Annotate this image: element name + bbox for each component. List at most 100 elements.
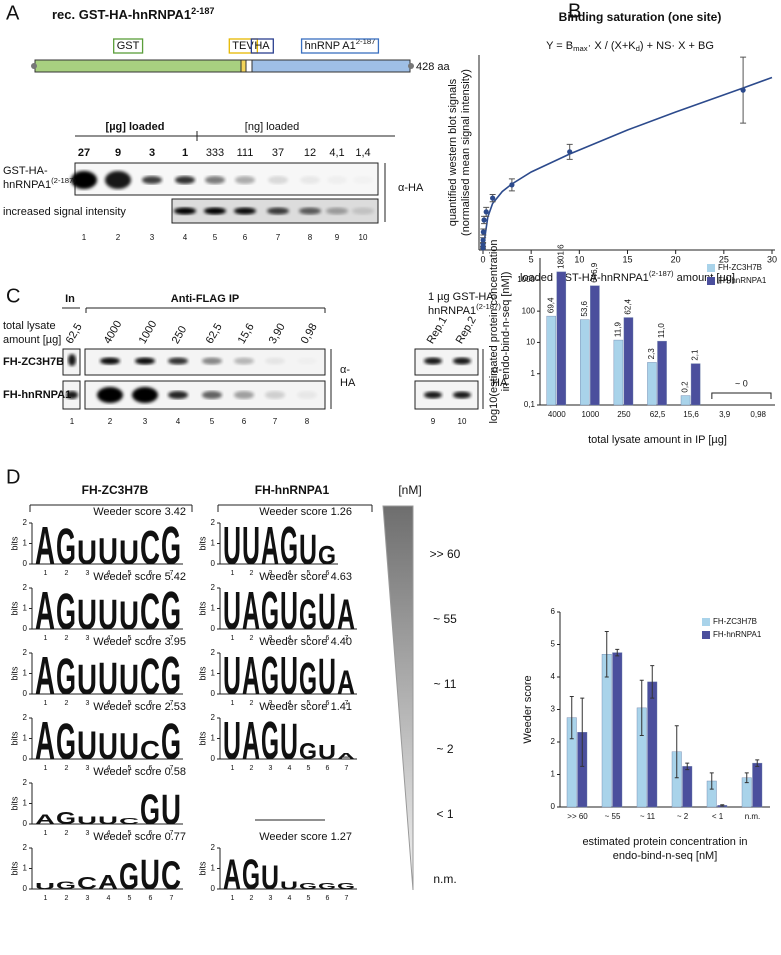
position-label: 3 xyxy=(86,635,90,642)
blot-band xyxy=(174,207,196,215)
logo-letter: G xyxy=(337,882,355,891)
bar xyxy=(612,652,623,808)
amount-label: 15,6 xyxy=(236,321,257,346)
bar xyxy=(682,766,693,808)
blot-band xyxy=(175,176,195,184)
blot-band xyxy=(135,357,155,365)
position-label: 6 xyxy=(149,570,153,577)
error-bar xyxy=(685,762,690,771)
tick-label: 0 xyxy=(211,884,216,893)
x-tick-label: 20 xyxy=(671,254,681,264)
blot-band xyxy=(453,357,471,365)
tick-label: 0 xyxy=(23,754,28,763)
tick-label: 2 xyxy=(211,713,216,722)
axis-label: bits xyxy=(9,796,19,811)
position-label: 5 xyxy=(307,700,311,707)
concentration-gradient xyxy=(382,505,414,891)
position-label: 5 xyxy=(128,700,132,707)
antibody-label: HA xyxy=(492,377,508,389)
legend-swatch xyxy=(702,631,710,639)
blot-band xyxy=(234,207,256,215)
tick-label: 2 xyxy=(211,843,216,852)
position-label: 1 xyxy=(44,570,48,577)
position-label: 6 xyxy=(326,635,330,642)
logo-letter: U xyxy=(223,515,241,576)
tick-label: 0 xyxy=(23,559,28,568)
blot-band xyxy=(68,354,76,366)
column-header: FH-hnRNPA1 xyxy=(255,483,330,497)
logo-letter: U xyxy=(261,858,279,896)
weeder-score: Weeder score 1.27 xyxy=(259,831,352,843)
blot-band xyxy=(297,358,317,365)
logo-letter: U xyxy=(223,645,241,706)
lane-number: 6 xyxy=(242,417,247,426)
amount-label: 250 xyxy=(170,324,190,346)
label-part: GST xyxy=(117,40,140,52)
column-header: FH-ZC3H7B xyxy=(82,483,149,497)
value-label: 2,1 xyxy=(691,349,700,361)
logo-letter: A xyxy=(261,515,279,576)
position-label: 5 xyxy=(307,635,311,642)
weeder-score: Weeder score 1.26 xyxy=(259,506,352,518)
lane-number: 10 xyxy=(458,417,467,426)
lane-number: 2 xyxy=(108,417,113,426)
y-tick-label: 100 xyxy=(522,306,536,315)
position-label: 5 xyxy=(128,895,132,902)
lane-number: 8 xyxy=(308,233,313,242)
lane-number: 6 xyxy=(243,233,248,242)
legend-swatch xyxy=(707,264,715,272)
position-label: 2 xyxy=(65,895,69,902)
blot-header: [µg] loaded xyxy=(106,121,165,133)
x-tick-label: ~ 11 xyxy=(640,812,656,821)
label-part: (2-187) xyxy=(51,176,76,185)
position-label: 1 xyxy=(44,895,48,902)
label-part: HA xyxy=(254,40,270,52)
blot-band xyxy=(105,171,131,189)
logo-letter: G xyxy=(56,584,76,641)
position-label: 6 xyxy=(149,765,153,772)
position-label: 2 xyxy=(65,830,69,837)
tick-label: 2 xyxy=(23,778,28,787)
x-axis-label: total lysate amount in IP [µg] xyxy=(588,434,727,446)
amount-label: 4000 xyxy=(102,319,125,346)
logo-letter: U xyxy=(119,592,139,638)
amount-label: 4,1 xyxy=(329,147,344,159)
label-part: d xyxy=(636,44,640,53)
weeder-score: Weeder score 5.42 xyxy=(93,571,186,583)
blot-band xyxy=(265,391,285,399)
logo-letter: U xyxy=(98,654,118,705)
tick-label: 1 xyxy=(23,669,28,678)
data-point xyxy=(480,242,486,248)
bar xyxy=(680,395,691,406)
x-tick-label: 1000 xyxy=(581,410,599,419)
y-tick-label: 5 xyxy=(551,640,556,649)
y-axis-label: in endo-bind-n-seq [nM]) xyxy=(500,272,512,392)
tick-label: 2 xyxy=(211,518,216,527)
error-bar xyxy=(744,772,749,784)
logo-letter: C xyxy=(140,649,160,706)
logo-letter: G xyxy=(299,739,317,765)
logo-letter: U xyxy=(280,879,298,892)
tick-label: 1 xyxy=(211,669,216,678)
tick-label: 0 xyxy=(23,819,28,828)
y-tick-label: 2 xyxy=(551,737,556,746)
concentration-label: ~ 55 xyxy=(433,612,457,626)
blot-band xyxy=(453,391,471,399)
x-tick-label: 25 xyxy=(719,254,729,264)
equation: Y = Bmax· X / (X+Kd) + NS· X + BG xyxy=(546,40,714,53)
position-label: 5 xyxy=(307,765,311,772)
logo-letter: G xyxy=(261,645,279,706)
label-part: 2-187 xyxy=(356,37,376,46)
y-axis-label: Weeder score xyxy=(522,675,534,743)
logo-letter: A xyxy=(337,752,355,761)
tick-label: 0 xyxy=(211,754,216,763)
y-axis-label: (normalised mean signal intensity) xyxy=(460,69,472,236)
error-bar xyxy=(650,665,655,699)
logo-letter: U xyxy=(35,882,55,891)
position-label: 4 xyxy=(107,635,111,642)
logo-letter: G xyxy=(56,519,76,576)
y-axis-label: quantified western blot signals xyxy=(447,78,459,226)
amount-label: 27 xyxy=(78,147,90,159)
logo-letter: A xyxy=(223,852,241,899)
